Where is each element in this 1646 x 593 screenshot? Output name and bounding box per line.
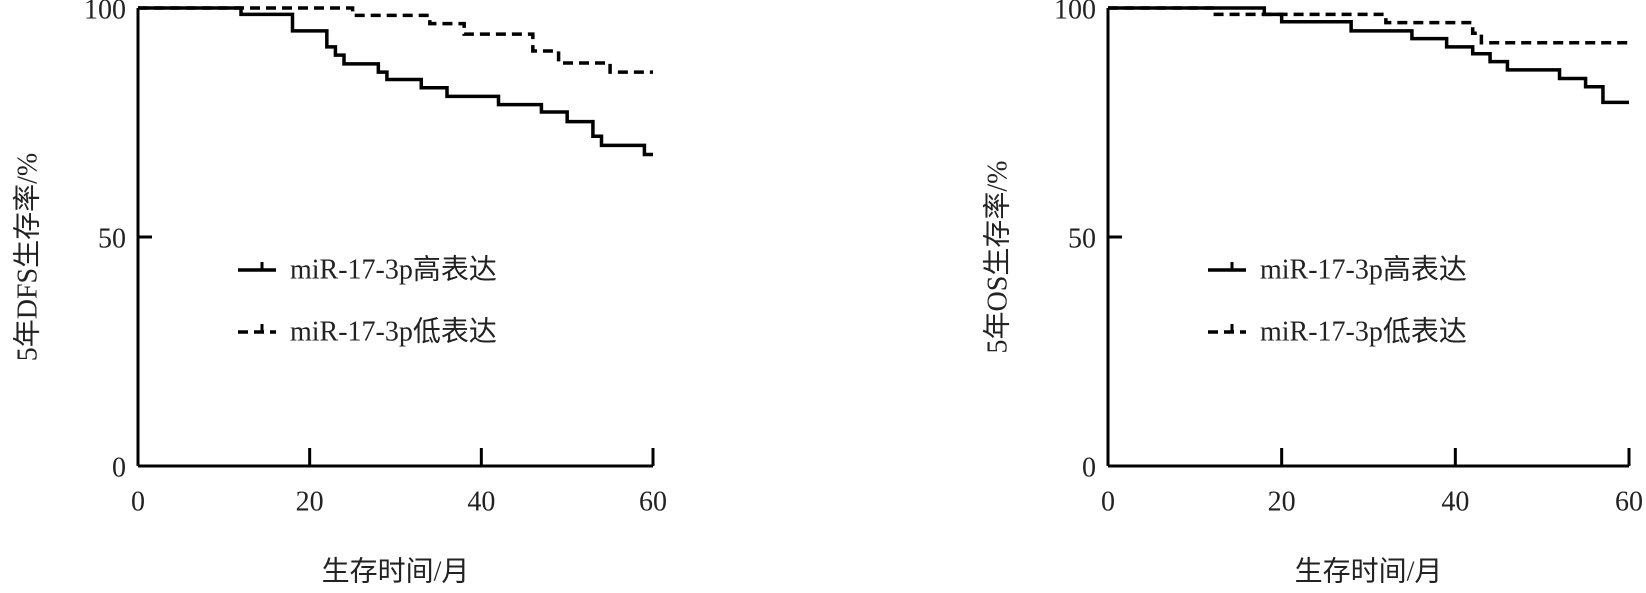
x-tick-label: 40 [1441,486,1469,517]
y-tick-label: 50 [1068,223,1096,254]
y-tick-label: 100 [84,0,126,25]
x-tick-label: 0 [1101,486,1115,517]
x-tick-label: 60 [1615,486,1643,517]
y-axis-title: 5年DFS生存率/% [11,153,43,361]
legend-label: miR-17-3p低表达 [1260,315,1467,347]
legend-label: miR-17-3p高表达 [1260,253,1467,285]
y-tick-label: 0 [1082,452,1096,483]
survival-curve [138,6,653,74]
survival-curve [1108,6,1629,105]
x-tick-label: 20 [1268,486,1296,517]
x-tick-label: 0 [131,486,145,517]
y-tick-label: 50 [98,223,126,254]
legend-label: miR-17-3p低表达 [290,315,497,347]
legend-label: miR-17-3p高表达 [290,253,497,285]
y-tick-label: 100 [1054,0,1096,25]
x-axis-title: 生存时间/月 [1295,555,1443,587]
survival-curve [138,6,653,157]
x-tick-label: 40 [467,486,495,517]
x-tick-label: 60 [639,486,667,517]
y-axis-title: 5年OS生存率/% [981,161,1013,354]
y-tick-label: 0 [112,452,126,483]
survival-curve [1108,6,1629,45]
x-tick-label: 20 [296,486,324,517]
x-axis-title: 生存时间/月 [322,555,470,587]
